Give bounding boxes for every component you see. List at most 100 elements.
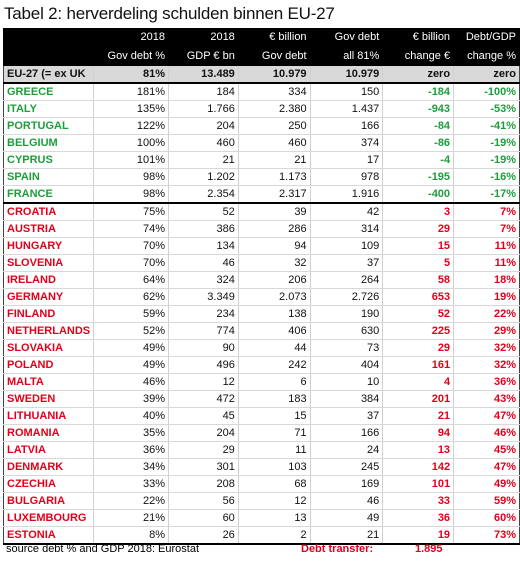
- debt-pct-cell: 52%: [93, 322, 169, 340]
- country-cell: CROATIA: [2, 203, 95, 221]
- country-cell: GREECE: [2, 83, 95, 101]
- all81-cell: 37: [310, 254, 384, 272]
- gdp-cell: 12: [168, 373, 239, 391]
- country-cell: CYPRUS: [2, 151, 95, 169]
- change-eur-cell: 4: [382, 373, 455, 391]
- gdp-cell: 26: [168, 526, 239, 545]
- country-cell: ESTONIA: [2, 526, 95, 545]
- country-cell: LITHUANIA: [2, 407, 95, 425]
- eu-cell: 10.979: [310, 65, 384, 84]
- country-cell: LATVIA: [2, 441, 95, 459]
- all81-cell: 73: [310, 339, 384, 357]
- change-pct-cell: 22%: [453, 305, 520, 323]
- header-cell: Gov debt %: [93, 46, 169, 66]
- change-pct-cell: 45%: [453, 441, 520, 459]
- gov-debt-cell: 460: [238, 134, 311, 152]
- change-pct-cell: 32%: [453, 356, 520, 374]
- all81-cell: 978: [310, 168, 384, 186]
- all81-cell: 314: [310, 220, 384, 238]
- all81-cell: 42: [310, 203, 384, 221]
- table-row: BULGARIA 22% 56 12 46 33 59%: [2, 492, 520, 510]
- change-pct-cell: 19%: [453, 288, 520, 306]
- gdp-cell: 324: [168, 271, 239, 289]
- gdp-cell: 386: [168, 220, 239, 238]
- country-cell: SPAIN: [2, 168, 95, 186]
- gov-debt-cell: 94: [238, 237, 311, 255]
- change-eur-cell: 15: [382, 237, 455, 255]
- debt-pct-cell: 64%: [93, 271, 169, 289]
- table-row: CYPRUS 101% 21 21 17 -4 -19%: [2, 151, 520, 169]
- gov-debt-cell: 12: [238, 492, 311, 510]
- all81-cell: 169: [310, 475, 384, 493]
- gov-debt-cell: 2.380: [238, 100, 311, 118]
- debt-pct-cell: 70%: [93, 254, 169, 272]
- table-row: SLOVAKIA 49% 90 44 73 29 32%: [2, 339, 520, 357]
- gov-debt-cell: 242: [238, 356, 311, 374]
- gov-debt-cell: 206: [238, 271, 311, 289]
- all81-cell: 1.916: [310, 185, 384, 204]
- change-eur-cell: -84: [382, 117, 455, 135]
- debt-pct-cell: 49%: [93, 356, 169, 374]
- table-row: MALTA 46% 12 6 10 4 36%: [2, 373, 520, 391]
- eu-cell: 13.489: [168, 65, 239, 84]
- all81-cell: 166: [310, 424, 384, 442]
- table-row: FINLAND 59% 234 138 190 52 22%: [2, 305, 520, 323]
- debt-pct-cell: 22%: [93, 492, 169, 510]
- change-pct-cell: 60%: [453, 509, 520, 527]
- gdp-cell: 496: [168, 356, 239, 374]
- gov-debt-cell: 103: [238, 458, 311, 476]
- gov-debt-cell: 15: [238, 407, 311, 425]
- all81-cell: 10: [310, 373, 384, 391]
- change-pct-cell: 32%: [453, 339, 520, 357]
- gov-debt-cell: 2.317: [238, 185, 311, 204]
- change-pct-cell: 59%: [453, 492, 520, 510]
- country-cell: DENMARK: [2, 458, 95, 476]
- table-row: ESTONIA 8% 26 2 21 19 73%: [2, 526, 520, 545]
- all81-cell: 24: [310, 441, 384, 459]
- table-row: ROMANIA 35% 204 71 166 94 46%: [2, 424, 520, 442]
- change-pct-cell: 73%: [453, 526, 520, 545]
- eu-cell: 81%: [93, 65, 169, 84]
- country-cell: IRELAND: [2, 271, 95, 289]
- debt-pct-cell: 21%: [93, 509, 169, 527]
- debt-pct-cell: 74%: [93, 220, 169, 238]
- gdp-cell: 134: [168, 237, 239, 255]
- all81-cell: 374: [310, 134, 384, 152]
- country-cell: SWEDEN: [2, 390, 95, 408]
- change-eur-cell: 52: [382, 305, 455, 323]
- gov-debt-cell: 2: [238, 526, 311, 545]
- table-row: GERMANY 62% 3.349 2.073 2.726 653 19%: [2, 288, 520, 306]
- gov-debt-cell: 250: [238, 117, 311, 135]
- change-eur-cell: 58: [382, 271, 455, 289]
- debt-pct-cell: 39%: [93, 390, 169, 408]
- all81-cell: 21: [310, 526, 384, 545]
- header-row-2: Gov debt % GDP € bn Gov debt all 81% cha…: [2, 46, 520, 66]
- country-cell: SLOVENIA: [2, 254, 95, 272]
- gov-debt-cell: 138: [238, 305, 311, 323]
- country-cell: POLAND: [2, 356, 95, 374]
- table-row: LITHUANIA 40% 45 15 37 21 47%: [2, 407, 520, 425]
- change-pct-cell: -100%: [453, 83, 520, 101]
- gov-debt-cell: 71: [238, 424, 311, 442]
- country-cell: FRANCE: [2, 185, 95, 204]
- page-title: Tabel 2: herverdeling schulden binnen EU…: [4, 4, 335, 23]
- debt-pct-cell: 98%: [93, 185, 169, 204]
- header-cell: Gov debt: [310, 28, 384, 47]
- country-cell: HUNGARY: [2, 237, 95, 255]
- header-cell: Debt/GDP: [453, 28, 520, 47]
- gov-debt-cell: 11: [238, 441, 311, 459]
- eu-cell: zero: [382, 65, 455, 84]
- table-row: LATVIA 36% 29 11 24 13 45%: [2, 441, 520, 459]
- all81-cell: 46: [310, 492, 384, 510]
- gov-debt-cell: 68: [238, 475, 311, 493]
- header-cell: 2018: [93, 28, 169, 47]
- change-pct-cell: 47%: [453, 407, 520, 425]
- all81-cell: 630: [310, 322, 384, 340]
- source-note: source debt % and GDP 2018: Eurostat: [6, 543, 200, 555]
- change-pct-cell: 18%: [453, 271, 520, 289]
- country-cell: PORTUGAL: [2, 117, 95, 135]
- change-eur-cell: 33: [382, 492, 455, 510]
- change-pct-cell: -19%: [453, 151, 520, 169]
- change-eur-cell: -4: [382, 151, 455, 169]
- gdp-cell: 472: [168, 390, 239, 408]
